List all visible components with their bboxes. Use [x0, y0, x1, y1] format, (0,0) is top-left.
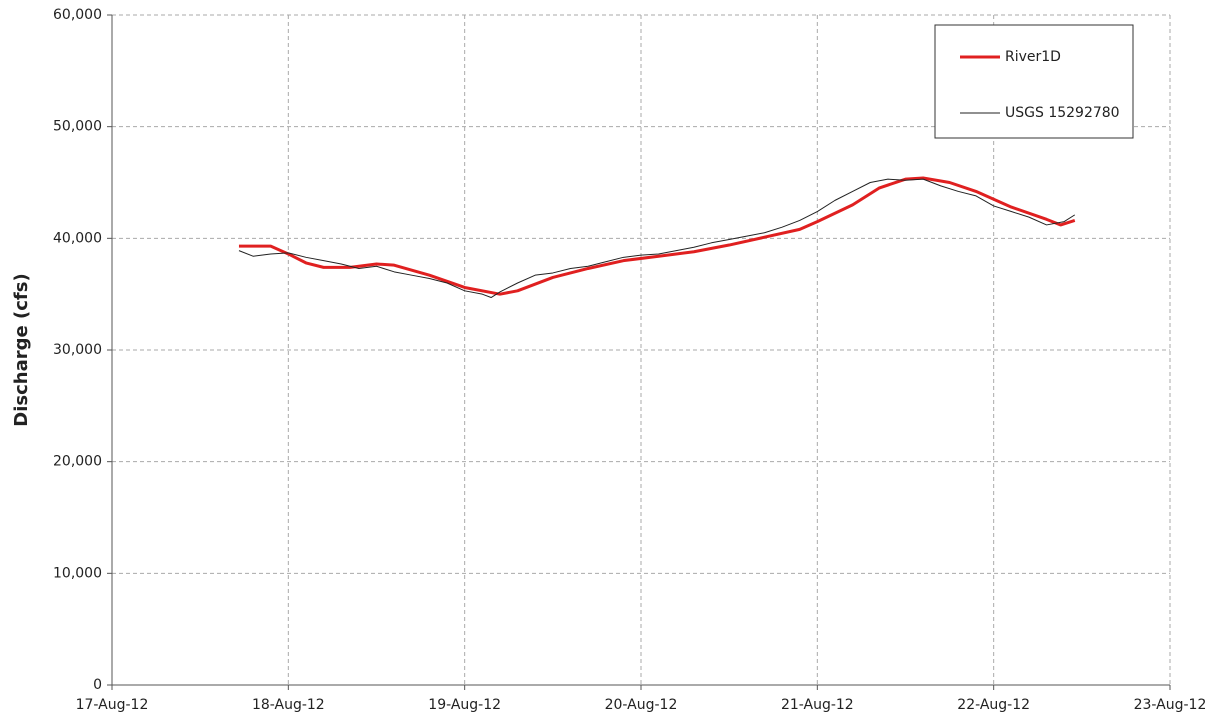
x-tick-label: 23-Aug-12 — [1134, 697, 1207, 713]
data-line — [238, 178, 1076, 299]
y-tick-label: 60,000 — [53, 7, 102, 23]
x-tick-label: 19-Aug-12 — [428, 697, 501, 713]
x-tick-label: 22-Aug-12 — [957, 697, 1030, 713]
legend-label: River1D — [1005, 49, 1061, 65]
y-tick-label: 0 — [93, 677, 102, 693]
x-tick-label: 18-Aug-12 — [252, 697, 325, 713]
x-tick-label: 17-Aug-12 — [76, 697, 149, 713]
y-tick-label: 10,000 — [53, 565, 102, 581]
x-tick-label: 20-Aug-12 — [605, 697, 678, 713]
data-line — [238, 176, 1076, 296]
y-tick-label: 20,000 — [53, 454, 102, 470]
x-tick-label: 21-Aug-12 — [781, 697, 854, 713]
legend-box — [934, 24, 1134, 139]
y-axis-label: Discharge (cfs) — [11, 273, 32, 426]
y-tick-label: 30,000 — [53, 342, 102, 358]
legend-label: USGS 15292780 — [1005, 105, 1120, 121]
y-tick-label: 40,000 — [53, 230, 102, 246]
y-tick-label: 50,000 — [53, 119, 102, 135]
